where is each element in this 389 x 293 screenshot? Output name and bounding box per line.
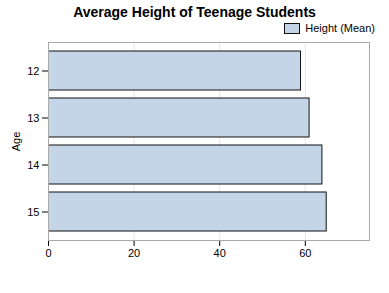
svg-text:15: 15 (27, 206, 39, 218)
svg-text:20: 20 (128, 247, 140, 259)
svg-text:13: 13 (27, 112, 39, 124)
svg-text:12: 12 (27, 65, 39, 77)
svg-text:Age: Age (10, 132, 22, 152)
svg-text:40: 40 (214, 247, 226, 259)
html-text:Height (Mean): Height (Mean) (305, 22, 375, 34)
svg-text:0: 0 (45, 247, 51, 259)
html-text:Average Height of Teenage Stud: Average Height of Teenage Students (73, 4, 316, 20)
svg-text:14: 14 (27, 159, 39, 171)
svg-text:60: 60 (299, 247, 311, 259)
